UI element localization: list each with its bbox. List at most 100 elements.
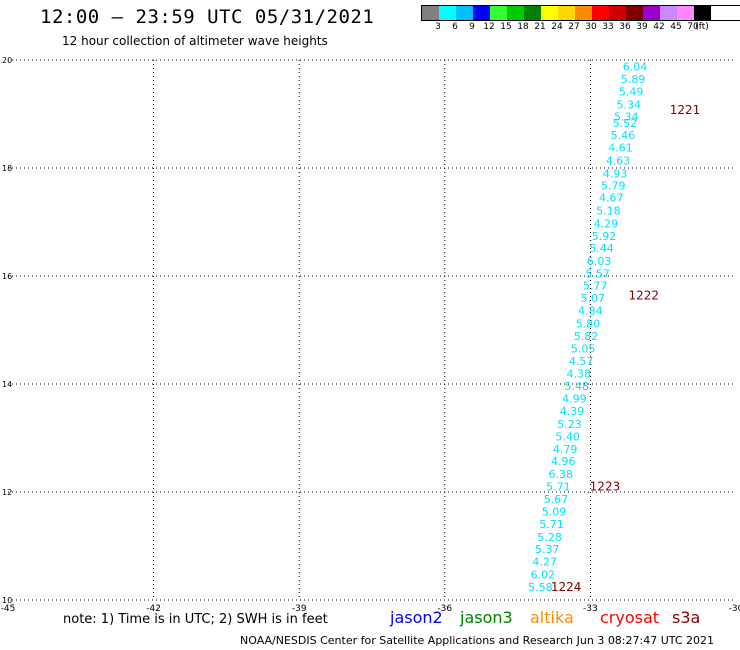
color-scale-tick-label: 33 — [602, 22, 614, 32]
wave-height-point: 5.28 — [537, 531, 562, 544]
wave-height-point: 4.29 — [594, 218, 619, 231]
x-tick-label: -30 — [729, 604, 740, 614]
wave-height-point: 5.49 — [619, 85, 644, 98]
wave-height-point: 5.79 — [601, 179, 626, 192]
satellite-legend-item: cryosat — [600, 608, 660, 627]
color-scale-tick-label: 36 — [619, 22, 631, 32]
color-scale-tick-label: 3 — [435, 22, 441, 32]
wave-height-point: 6.02 — [531, 569, 556, 582]
color-scale-tick-label: 39 — [636, 22, 648, 32]
wave-height-point: 5.09 — [542, 505, 567, 518]
y-tick-label: 10 — [2, 596, 12, 605]
wave-height-point: 5.40 — [555, 430, 580, 443]
time-label: 1223 — [590, 480, 621, 494]
color-scale-tick-label: 15 — [500, 22, 512, 32]
wave-height-point: 6.38 — [549, 468, 574, 481]
color-swatch — [660, 6, 677, 20]
color-scale-legend: 3 6 9 12 15 18 21 24 27 30 33 36 39 42 45 70 (ft) — [421, 5, 740, 35]
color-swatch — [490, 6, 507, 20]
satellite-legend-item: s3a — [672, 608, 701, 627]
color-scale-tick-label: 12 — [483, 22, 495, 32]
color-swatch — [473, 6, 490, 20]
wave-height-point: 6.04 — [623, 60, 648, 73]
wave-height-point: 5.07 — [581, 292, 606, 305]
wave-height-point: 4.99 — [562, 393, 587, 406]
chart-subtitle: 12 hour collection of altimeter wave hei… — [62, 34, 328, 48]
time-label: 1221 — [670, 103, 701, 117]
wave-height-point: 4.38 — [567, 368, 592, 381]
color-swatch — [609, 6, 626, 20]
color-swatch — [541, 6, 558, 20]
color-scale-labels: 3 6 9 12 15 18 21 24 27 30 33 36 39 42 45 70 (ft) — [421, 21, 740, 35]
color-scale-tick-label: 6 — [452, 22, 458, 32]
wave-height-point: 4.61 — [608, 141, 633, 154]
color-swatch — [677, 6, 694, 20]
y-tick-label: 18 — [2, 164, 12, 173]
wave-height-point: 5.34 — [614, 111, 639, 124]
wave-height-point: 4.96 — [551, 455, 576, 468]
wave-height-point: 5.57 — [585, 267, 610, 280]
color-swatch — [575, 6, 592, 20]
wave-height-point: 5.67 — [544, 493, 569, 506]
wave-height-point: 5.34 — [616, 98, 641, 111]
wave-height-point: 5.80 — [576, 318, 601, 331]
wave-height-point: 5.05 — [571, 342, 596, 355]
wave-height-point: 4.27 — [533, 556, 558, 569]
satellite-legend-item: jason3 — [460, 608, 513, 627]
color-scale-tick-label: 45 — [670, 22, 682, 32]
satellite-legend-item: jason2 — [390, 608, 443, 627]
wave-height-point: 4.63 — [606, 154, 631, 167]
color-swatch — [643, 6, 660, 20]
x-tick-label: -36 — [437, 604, 452, 614]
time-label: 1224 — [551, 580, 582, 594]
y-tick-label: 12 — [2, 488, 12, 497]
chart-title: 12:00 – 23:59 UTC 05/31/2021 — [40, 6, 375, 28]
wave-height-point: 5.46 — [611, 129, 636, 142]
color-scale-tick-label: 30 — [585, 22, 597, 32]
wave-height-point: 4.67 — [599, 192, 624, 205]
wave-height-point: 4.79 — [553, 443, 578, 456]
x-tick-label: -39 — [292, 604, 307, 614]
wave-height-point: 5.58 — [528, 581, 553, 594]
color-swatch — [456, 6, 473, 20]
color-swatch — [694, 6, 711, 20]
color-scale-tick-label: 42 — [653, 22, 665, 32]
wave-height-point: 5.71 — [539, 518, 564, 531]
color-scale-bar — [421, 5, 740, 21]
wave-height-point: 5.52 — [613, 117, 638, 130]
y-tick-label: 20 — [2, 56, 12, 65]
x-tick-label: -42 — [146, 604, 161, 614]
x-tick-label: -45 — [1, 604, 16, 614]
wave-height-point: 4.84 — [578, 305, 603, 318]
color-swatch — [507, 6, 524, 20]
color-swatch — [439, 6, 456, 20]
y-tick-label: 16 — [2, 272, 12, 281]
satellite-legend-item: altika — [530, 608, 574, 627]
wave-height-point: 6.03 — [587, 255, 612, 268]
color-scale-tick-label: 27 — [568, 22, 580, 32]
color-scale-tick-label: 9 — [469, 22, 475, 32]
color-swatch — [626, 6, 643, 20]
color-swatch — [422, 6, 439, 20]
color-scale-tick-label: 21 — [534, 22, 546, 32]
x-tick-label: -33 — [583, 604, 598, 614]
wave-height-point: 4.57 — [569, 355, 594, 368]
color-swatch — [558, 6, 575, 20]
wave-height-point: 4.39 — [560, 405, 585, 418]
footer-note: note: 1) Time is in UTC; 2) SWH is in fe… — [63, 612, 328, 627]
wave-height-point: 5.18 — [596, 205, 621, 218]
wave-height-point: 4.93 — [603, 167, 628, 180]
wave-height-point: 5.23 — [557, 418, 582, 431]
wave-height-point: 5.44 — [589, 242, 614, 255]
wave-height-point: 5.37 — [535, 543, 560, 556]
wave-height-point: 5.82 — [574, 330, 599, 343]
wave-height-point: 5.89 — [621, 73, 646, 86]
wave-height-point: 5.77 — [583, 280, 608, 293]
color-scale-tick-label: 24 — [551, 22, 563, 32]
wave-height-point: 5.71 — [546, 481, 571, 494]
color-swatch — [524, 6, 541, 20]
y-tick-label: 14 — [2, 380, 12, 389]
wave-height-point: 5.48 — [565, 380, 590, 393]
color-scale-tick-label: 18 — [517, 22, 529, 32]
